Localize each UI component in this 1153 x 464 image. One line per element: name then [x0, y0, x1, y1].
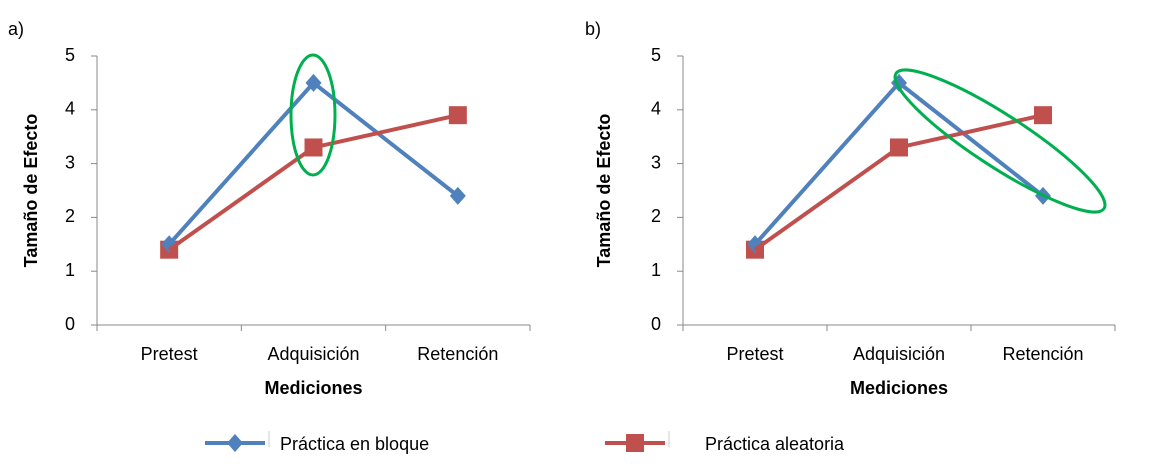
- y-tick-label: 4: [651, 99, 661, 119]
- y-tick-label: 2: [65, 206, 75, 226]
- y-axis-title: Tamaño de Efecto: [21, 114, 41, 268]
- y-tick-label: 0: [65, 314, 75, 334]
- chart-panel: b) 0 1 2 3 4 5 Pretest Adquisición Retención Medic…: [585, 19, 1116, 398]
- x-tick-label: Pretest: [726, 344, 783, 364]
- legend-label: Práctica en bloque: [280, 434, 429, 454]
- y-tick-label: 0: [651, 314, 661, 334]
- x-tick-label: Adquisición: [267, 344, 359, 364]
- panel-label: b): [585, 19, 601, 39]
- highlight-ellipse: [289, 53, 337, 177]
- x-tick-label: Retención: [1002, 344, 1083, 364]
- x-tick-label: Retención: [417, 344, 498, 364]
- x-axis-title: Mediciones: [264, 378, 362, 398]
- x-tick-label: Adquisición: [853, 344, 945, 364]
- y-tick-label: 2: [651, 206, 661, 226]
- y-tick-label: 1: [651, 260, 661, 280]
- series-line: [167, 80, 460, 246]
- y-tick-label: 3: [651, 152, 661, 172]
- legend-label: Práctica aleatoria: [705, 434, 845, 454]
- chart-panel: a) 0 1 2 3 4 5 Pretest Adquisición Retención Medic…: [8, 19, 531, 398]
- x-axis-title: Mediciones: [850, 378, 948, 398]
- y-axis-title: Tamaño de Efecto: [594, 114, 614, 268]
- series-line: [168, 113, 459, 252]
- series-line: [753, 80, 1045, 246]
- y-tick-label: 5: [65, 45, 75, 65]
- y-tick-label: 3: [65, 152, 75, 172]
- highlight-ellipse: [893, 68, 1107, 214]
- y-tick-label: 5: [651, 45, 661, 65]
- series-line: [753, 113, 1044, 252]
- y-tick-label: 1: [65, 260, 75, 280]
- y-tick-label: 4: [65, 99, 75, 119]
- x-tick-label: Pretest: [141, 344, 198, 364]
- panel-label: a): [8, 19, 24, 39]
